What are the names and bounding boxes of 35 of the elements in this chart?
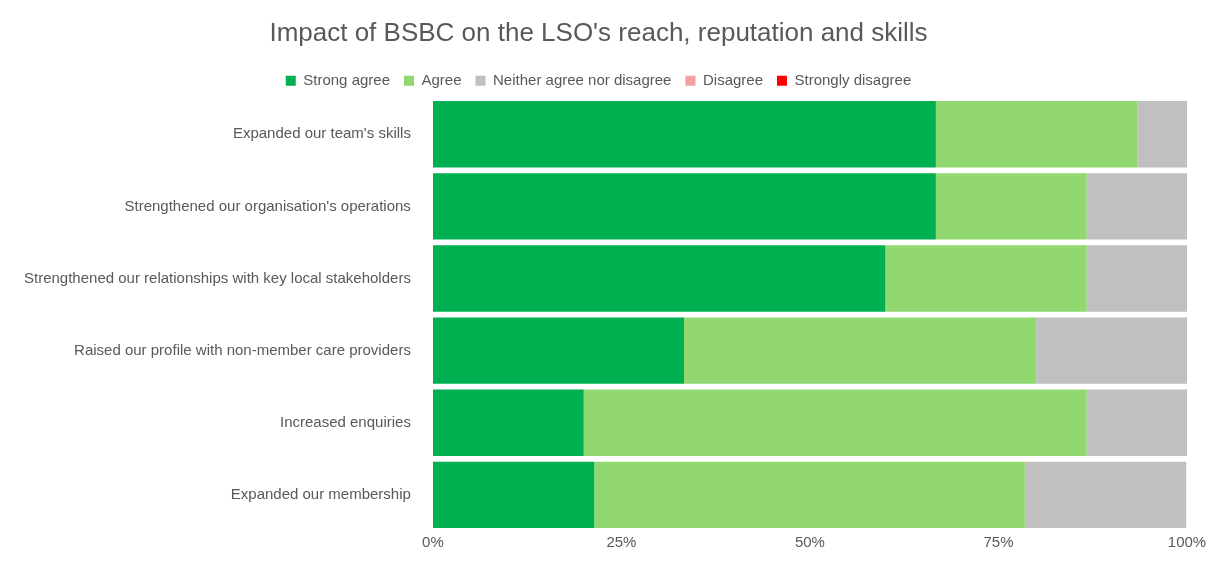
bar	[935, 173, 1087, 240]
y-tick-label: Expanded our membership	[230, 485, 411, 503]
y-tick-label: Raised our profile with non-member care providers	[74, 340, 411, 358]
bar	[1086, 245, 1187, 312]
bar	[432, 245, 886, 312]
x-tick-label: 25%	[606, 533, 637, 551]
bar	[432, 389, 584, 456]
x-tick-label: 75%	[983, 533, 1014, 551]
x-tick-label: 100%	[1167, 533, 1207, 551]
y-tick-label: Strengthened our relationships with key local stakeholders	[24, 268, 411, 286]
legend-label: Strongly disagree	[794, 70, 912, 88]
y-tick-label: Increased enquiries	[279, 412, 411, 430]
bar	[583, 389, 1087, 456]
bar	[432, 317, 685, 384]
legend-label: Strong agree	[303, 70, 391, 88]
bar	[684, 317, 1037, 384]
x-tick-label: 50%	[794, 533, 825, 551]
bar	[885, 245, 1087, 312]
bar	[935, 101, 1138, 168]
bar	[432, 101, 936, 168]
legend-label: Neither agree nor disagree	[493, 70, 672, 88]
y-tick-label: Expanded our team's skills	[232, 124, 411, 142]
legend-label: Disagree	[702, 70, 763, 88]
bar	[432, 173, 936, 240]
bar	[1137, 101, 1187, 168]
x-tick-label: 0%	[422, 533, 444, 551]
bar	[1024, 461, 1187, 529]
bar	[1086, 173, 1187, 240]
chart-title: Impact of BSBC on the LSO's reach, reputation and skills	[269, 16, 928, 47]
bar	[1036, 317, 1187, 384]
y-tick-label: Strengthened our organisation's operations	[124, 196, 411, 214]
legend-label: Agree	[421, 70, 462, 88]
bar	[432, 461, 595, 529]
bar	[594, 461, 1025, 529]
bar	[1086, 389, 1187, 456]
